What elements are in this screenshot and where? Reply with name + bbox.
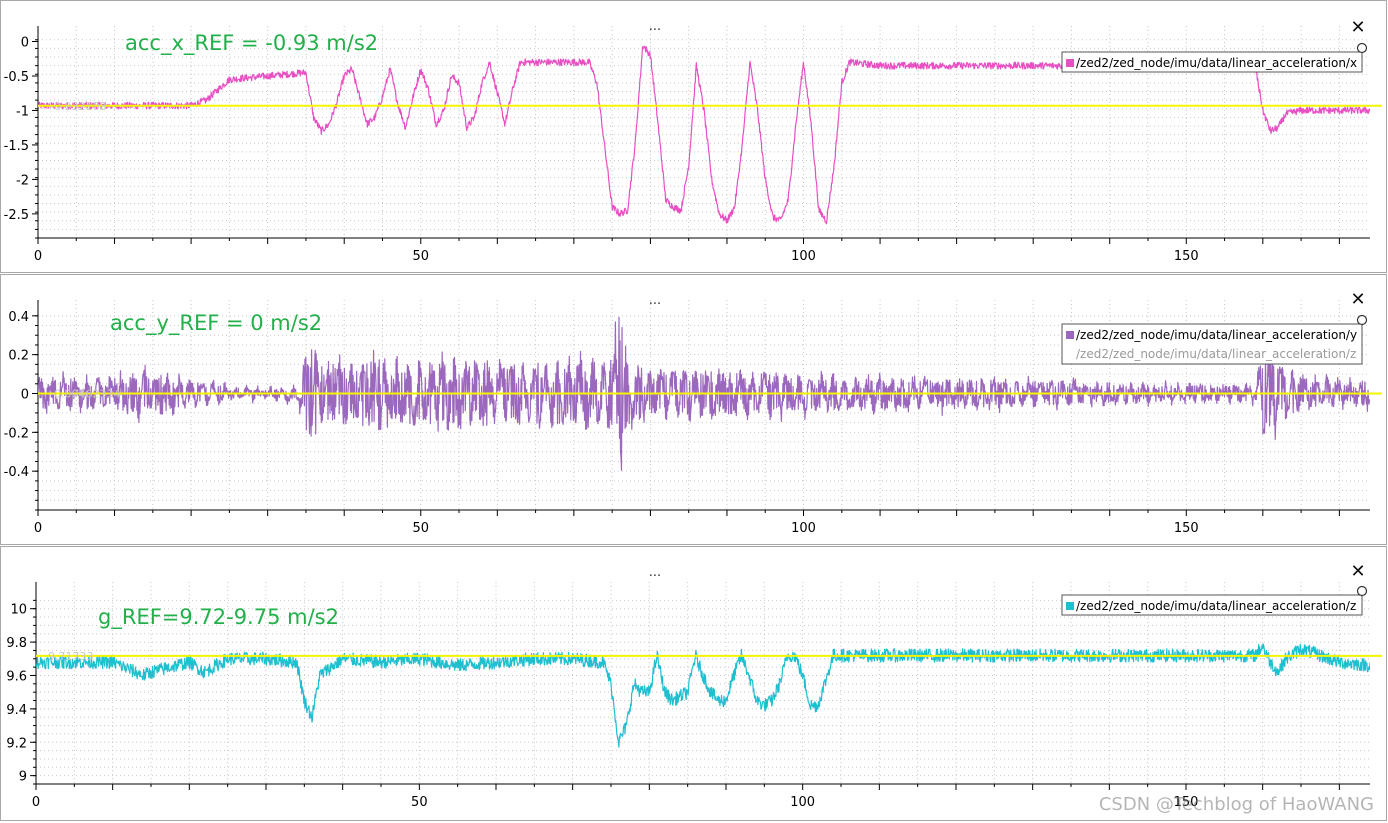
y-tick-label: 10 bbox=[10, 603, 27, 618]
y-tick-label: -0.2 bbox=[4, 426, 29, 441]
data-layer bbox=[36, 643, 1370, 748]
legend-handle[interactable] bbox=[1356, 314, 1368, 326]
reference-annotation: g_REF=9.72-9.75 m/s2 bbox=[98, 605, 339, 630]
chart-panel-2: 0 50 100 150 0.4 0.2 0 -0.2 -0.4 -0.00462334 acc_y… bbox=[0, 274, 1387, 545]
panel-menu-button[interactable]: ... bbox=[649, 293, 661, 308]
y-tick-label: -2.5 bbox=[4, 208, 29, 223]
legend-swatch bbox=[1066, 602, 1074, 610]
x-tick-label: 50 bbox=[412, 249, 429, 264]
legend-label: /zed2/zed_node/imu/data/linear_accelerat… bbox=[1076, 347, 1356, 361]
legend-box bbox=[1061, 594, 1363, 616]
y-tick-label: -1.5 bbox=[4, 139, 29, 154]
y-tick-label: -2 bbox=[16, 173, 29, 188]
y-tick-label: 9.4 bbox=[6, 703, 27, 718]
x-tick-label: 0 bbox=[32, 795, 40, 810]
legend-box bbox=[1061, 51, 1363, 73]
x-tick-label: 50 bbox=[412, 521, 429, 536]
y-tick-label: 9.2 bbox=[6, 736, 27, 751]
reference-annotation: acc_y_REF = 0 m/s2 bbox=[110, 311, 322, 336]
legend-handle[interactable] bbox=[1356, 585, 1368, 597]
y-tick-label: 0 bbox=[21, 387, 29, 402]
watermark: CSDN @Techblog of HaoWANG bbox=[1098, 794, 1374, 815]
y-tick-label: 0.4 bbox=[8, 310, 29, 325]
x-tick-label: 150 bbox=[1174, 521, 1199, 536]
reference-annotation: acc_x_REF = -0.93 m/s2 bbox=[125, 31, 378, 56]
x-tick-label: 150 bbox=[1174, 249, 1199, 264]
series-line-3 bbox=[36, 643, 1370, 748]
close-icon[interactable]: ✕ bbox=[1350, 289, 1365, 310]
x-tick-label: 0 bbox=[34, 249, 42, 264]
x-tick-label: 150 bbox=[1174, 795, 1199, 810]
chart-panel-3: 0 50 100 150 10 9.8 9.6 9.4 9.2 9 9.71733 g_REF=9.7… bbox=[0, 546, 1387, 821]
legend-entry[interactable]: /zed2/zed_node/imu/data/linear_accelerat… bbox=[1076, 347, 1356, 361]
legend-handle[interactable] bbox=[1356, 42, 1368, 54]
legend-swatch bbox=[1066, 59, 1074, 67]
legend[interactable]: /zed2/zed_node/imu/data/linear_accelerat… bbox=[1061, 51, 1363, 73]
legend-entry[interactable]: /zed2/zed_node/imu/data/linear_accelerat… bbox=[1066, 328, 1357, 342]
y-tick-label: -0.5 bbox=[4, 70, 29, 85]
panel-menu-button[interactable]: ... bbox=[649, 565, 661, 580]
reference-value-label: 9.71733 bbox=[48, 650, 94, 663]
y-tick-label: -0.4 bbox=[4, 465, 29, 480]
legend[interactable]: /zed2/zed_node/imu/data/linear_accelerat… bbox=[1061, 594, 1363, 616]
chart-panel-1: 0 50 100 150 0 -0.5 -1 -1.5 -2 -2.5 -0.932108 acc_x… bbox=[0, 0, 1387, 273]
y-tick-label: 9 bbox=[19, 770, 27, 785]
close-icon[interactable]: ✕ bbox=[1350, 561, 1365, 582]
x-tick-label: 100 bbox=[791, 249, 816, 264]
reference-value-label: -0.932108 bbox=[50, 100, 106, 113]
x-tick-label: 100 bbox=[791, 521, 816, 536]
reference-value-label: -0.00462334 bbox=[50, 387, 120, 400]
legend-entry[interactable]: /zed2/zed_node/imu/data/linear_accelerat… bbox=[1066, 56, 1357, 70]
legend-entry[interactable]: /zed2/zed_node/imu/data/linear_accelerat… bbox=[1066, 599, 1356, 613]
y-tick-label: 9.8 bbox=[6, 636, 27, 651]
x-tick-label: 50 bbox=[411, 795, 428, 810]
panel-frame bbox=[0, 0, 1387, 273]
y-tick-label: 0.2 bbox=[8, 349, 29, 364]
x-tick-label: 0 bbox=[34, 521, 42, 536]
legend-label: /zed2/zed_node/imu/data/linear_accelerat… bbox=[1076, 599, 1356, 613]
close-icon[interactable]: ✕ bbox=[1350, 17, 1365, 38]
panel-frame bbox=[0, 546, 1387, 821]
legend-label: /zed2/zed_node/imu/data/linear_accelerat… bbox=[1076, 56, 1357, 70]
legend[interactable]: /zed2/zed_node/imu/data/linear_accelerat… bbox=[1061, 323, 1363, 365]
y-tick-label: 9.6 bbox=[6, 669, 27, 684]
panel-menu-button[interactable]: ... bbox=[649, 19, 661, 34]
panel-frame bbox=[0, 274, 1387, 545]
x-tick-label: 100 bbox=[790, 795, 815, 810]
legend-label: /zed2/zed_node/imu/data/linear_accelerat… bbox=[1076, 328, 1357, 342]
legend-box bbox=[1061, 323, 1363, 365]
legend-swatch bbox=[1066, 331, 1074, 339]
y-tick-label: 0 bbox=[21, 36, 29, 51]
y-tick-label: -1 bbox=[16, 104, 29, 119]
